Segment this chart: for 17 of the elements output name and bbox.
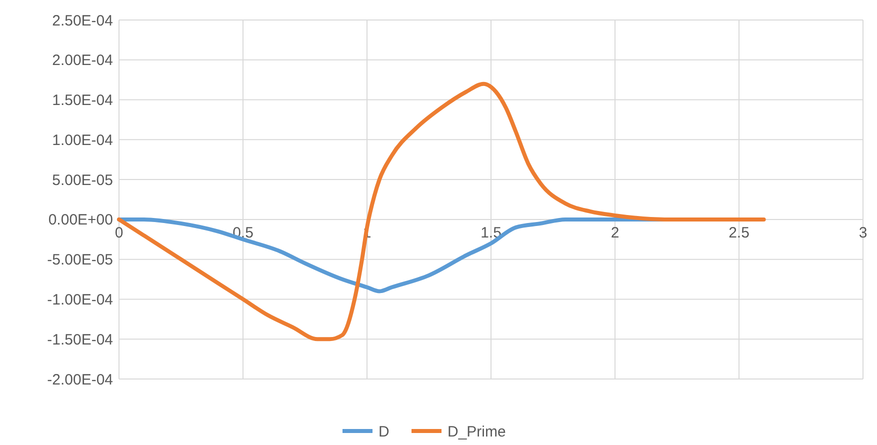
legend-label: D_Prime: [448, 423, 506, 440]
y-tick-label: -1.00E-04: [47, 291, 113, 308]
y-tick-label: 0.00E+00: [48, 212, 113, 229]
y-tick-label: 2.00E-04: [52, 52, 113, 70]
x-tick-label: 2.5: [728, 224, 750, 242]
x-tick-label: 2: [610, 224, 620, 242]
x-tick-label: 0: [114, 224, 124, 242]
y-tick-label: -1.50E-04: [47, 331, 113, 348]
y-tick-label: 1.50E-04: [52, 92, 113, 110]
x-tick-label: 3: [858, 224, 868, 242]
y-tick-label: -2.00E-04: [47, 371, 113, 388]
y-tick-label: -5.00E-05: [47, 252, 113, 269]
line-series: [117, 82, 766, 342]
y-tick-label: 2.50E-04: [52, 12, 113, 30]
legend-label: D: [378, 423, 390, 440]
y-tick-label: 1.00E-04: [52, 132, 113, 149]
y-tick-label: 5.00E-05: [52, 172, 113, 189]
